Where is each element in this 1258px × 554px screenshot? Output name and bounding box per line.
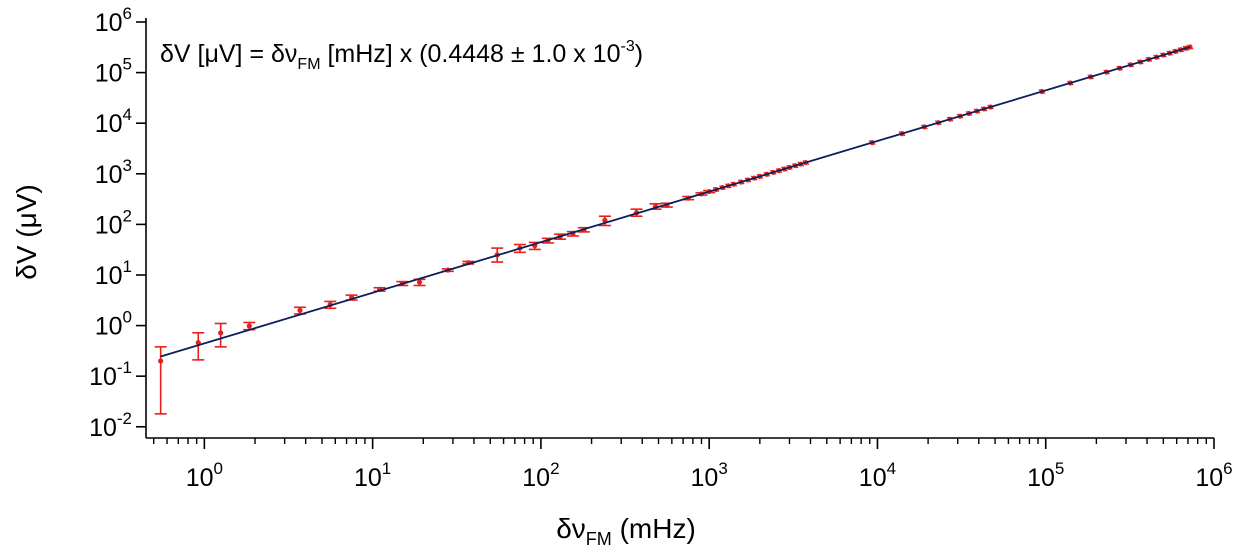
x-tick-label-exponent: 3: [718, 459, 727, 478]
fit-equation-annotation: δV [μV] = δνFM [mHz] x (0.4448 ± 1.0 x 1…: [160, 38, 643, 73]
x-tick-label: 103: [691, 459, 728, 492]
x-tick-label-exponent: 4: [887, 459, 896, 478]
y-tick-label: 104: [95, 105, 132, 138]
y-tick-label: 103: [95, 156, 132, 189]
x-tick-label: 102: [522, 459, 559, 492]
x-tick-label: 100: [186, 459, 223, 492]
y-tick-label-exponent: 0: [123, 308, 132, 327]
annotation-part-3: ): [635, 40, 643, 68]
y-tick-label: 100: [95, 308, 132, 341]
x-tick-label-exponent: 5: [1055, 459, 1064, 478]
x-axis-label-tail: (mHz): [612, 513, 696, 544]
x-tick-label: 105: [1027, 459, 1064, 492]
fit-line: [160, 46, 1191, 358]
x-tick-label-exponent: 1: [382, 459, 391, 478]
y-tick-label-exponent: 2: [123, 206, 132, 225]
x-tick-label-base: 10: [522, 464, 550, 492]
data-point: [214, 322, 227, 348]
y-tick-label: 10-2: [89, 409, 132, 442]
y-tick-label-base: 10: [89, 414, 117, 442]
x-tick-label-base: 10: [1027, 464, 1055, 492]
y-tick-label-base: 10: [95, 161, 123, 189]
data-series: [154, 44, 1194, 415]
y-tick-label-exponent: 5: [123, 55, 132, 74]
x-tick-label-base: 10: [1195, 464, 1223, 492]
x-tick-label: 101: [354, 459, 391, 492]
x-axis-ticks: 100 101 102 103 104 105 106: [152, 438, 1233, 492]
y-tick-label-base: 10: [95, 110, 123, 138]
annotation-part-2: [mHz] x (0.4448 ± 1.0 x 10: [321, 40, 621, 68]
point-marker: [218, 330, 224, 336]
y-tick-label-exponent: -1: [117, 358, 132, 377]
y-tick-label: 106: [95, 4, 132, 37]
y-tick-label-exponent: 6: [123, 4, 132, 23]
x-tick-label-base: 10: [859, 464, 887, 492]
y-tick-label-base: 10: [95, 262, 123, 290]
annotation-superscript: -3: [621, 38, 635, 55]
x-tick-label-exponent: 6: [1223, 459, 1232, 478]
annotation-part-1: δV [μV] = δν: [160, 40, 297, 68]
x-tick-label-exponent: 0: [214, 459, 223, 478]
x-tick-label: 104: [859, 459, 896, 492]
x-axis-label-main: δν: [556, 513, 586, 544]
point-marker: [297, 307, 303, 313]
y-tick-label-exponent: 3: [123, 156, 132, 175]
x-tick-label-base: 10: [691, 464, 719, 492]
y-tick-label-exponent: -2: [117, 409, 132, 428]
y-tick-label-base: 10: [95, 313, 123, 341]
data-point: [154, 346, 167, 415]
x-axis-label: δνFM (mHz): [556, 513, 696, 549]
y-tick-label-base: 10: [95, 60, 123, 88]
y-tick-label: 102: [95, 206, 132, 239]
x-axis-label-subscript: FM: [586, 529, 612, 549]
x-tick-label-base: 10: [354, 464, 382, 492]
x-tick-label-exponent: 2: [550, 459, 559, 478]
y-tick-label: 105: [95, 55, 132, 88]
y-tick-label: 101: [95, 257, 132, 290]
y-axis-label: δV (μV): [11, 184, 42, 280]
y-tick-label-exponent: 1: [123, 257, 132, 276]
y-tick-label-base: 10: [95, 9, 123, 37]
annotation-subscript: FM: [297, 56, 320, 73]
point-marker: [416, 279, 423, 285]
point-marker: [246, 323, 252, 329]
y-tick-label-exponent: 4: [123, 105, 132, 124]
y-tick-label: 10-1: [89, 358, 132, 391]
point-marker: [158, 358, 164, 364]
x-tick-label: 106: [1195, 459, 1232, 492]
y-tick-label-base: 10: [89, 363, 117, 391]
x-tick-label-base: 10: [186, 464, 214, 492]
y-tick-label-base: 10: [95, 211, 123, 239]
